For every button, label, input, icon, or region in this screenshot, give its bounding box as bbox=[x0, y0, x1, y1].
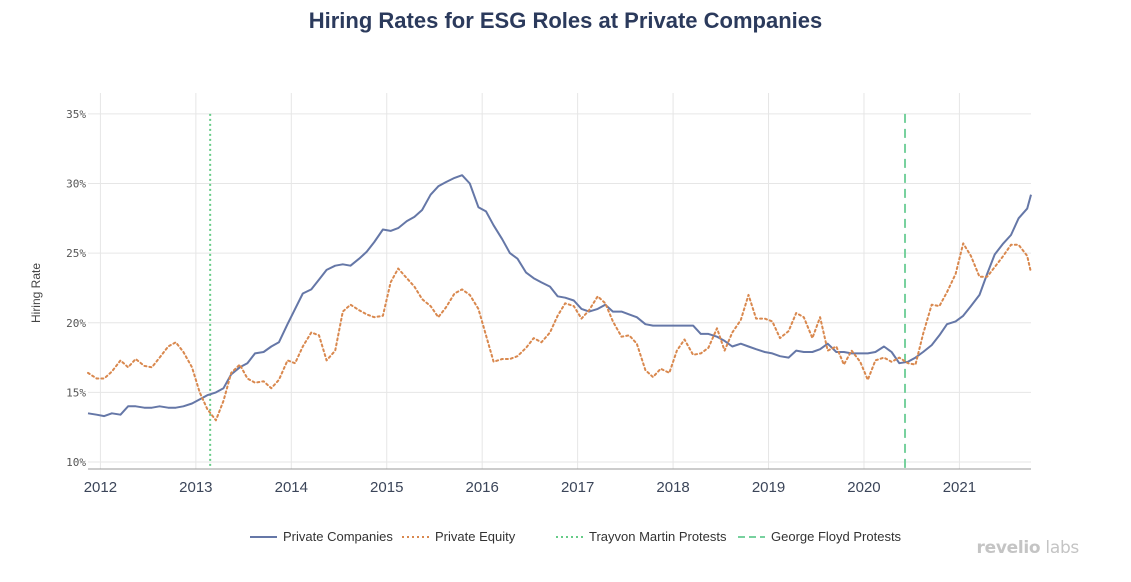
legend-item-label: George Floyd Protests bbox=[771, 529, 902, 544]
x-tick-label: 2016 bbox=[466, 479, 499, 496]
series-line bbox=[87, 242, 1032, 422]
y-tick-label: 35% bbox=[66, 108, 86, 121]
x-tick-label: 2015 bbox=[370, 479, 403, 496]
legend-item-label: Private Companies bbox=[283, 529, 393, 544]
x-tick-label: 2021 bbox=[943, 479, 976, 496]
x-tick-label: 2014 bbox=[275, 479, 308, 496]
y-tick-label: 30% bbox=[66, 178, 86, 191]
y-tick-label: 15% bbox=[66, 386, 86, 399]
y-tick-label: 20% bbox=[66, 317, 86, 330]
chart-title: Hiring Rates for ESG Roles at Private Co… bbox=[308, 8, 823, 33]
y-axis-label: Hiring Rate bbox=[29, 263, 43, 323]
x-tick-label: 2013 bbox=[179, 479, 212, 496]
x-tick-label: 2017 bbox=[561, 479, 594, 496]
y-tick-label: 10% bbox=[66, 456, 86, 469]
revelio-labs-logo: revelio labs bbox=[976, 538, 1080, 558]
x-tick-label: 2020 bbox=[847, 479, 880, 496]
x-tick-label: 2012 bbox=[84, 479, 117, 496]
legend-item-label: Trayvon Martin Protests bbox=[589, 529, 727, 544]
x-tick-label: 2018 bbox=[656, 479, 689, 496]
y-tick-label: 25% bbox=[66, 247, 86, 260]
x-tick-label: 2019 bbox=[752, 479, 785, 496]
legend-item-label: Private Equity bbox=[435, 529, 516, 544]
series-line bbox=[87, 174, 1032, 418]
